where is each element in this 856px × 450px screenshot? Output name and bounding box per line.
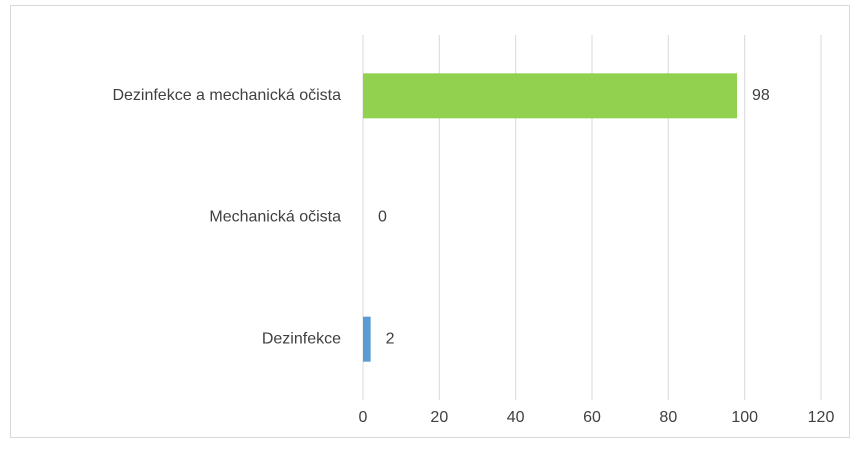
- value-label: 98: [752, 87, 770, 104]
- x-tick-label: 80: [659, 409, 677, 426]
- bar: [363, 316, 371, 362]
- y-tick-label: Mechanická očista: [209, 209, 341, 226]
- x-tick-label: 0: [359, 409, 368, 426]
- x-tick-label: 120: [808, 409, 835, 426]
- y-tick-label: Dezinfekce: [262, 330, 341, 347]
- bar: [363, 73, 738, 119]
- x-tick-label: 40: [507, 409, 525, 426]
- x-tick-label: 60: [583, 409, 601, 426]
- chart-border: [10, 5, 850, 438]
- y-tick-label: Dezinfekce a mechanická očista: [112, 87, 341, 104]
- x-tick-label: 100: [731, 409, 758, 426]
- x-tick-label: 20: [430, 409, 448, 426]
- value-label: 0: [378, 209, 387, 226]
- value-label: 2: [386, 330, 395, 347]
